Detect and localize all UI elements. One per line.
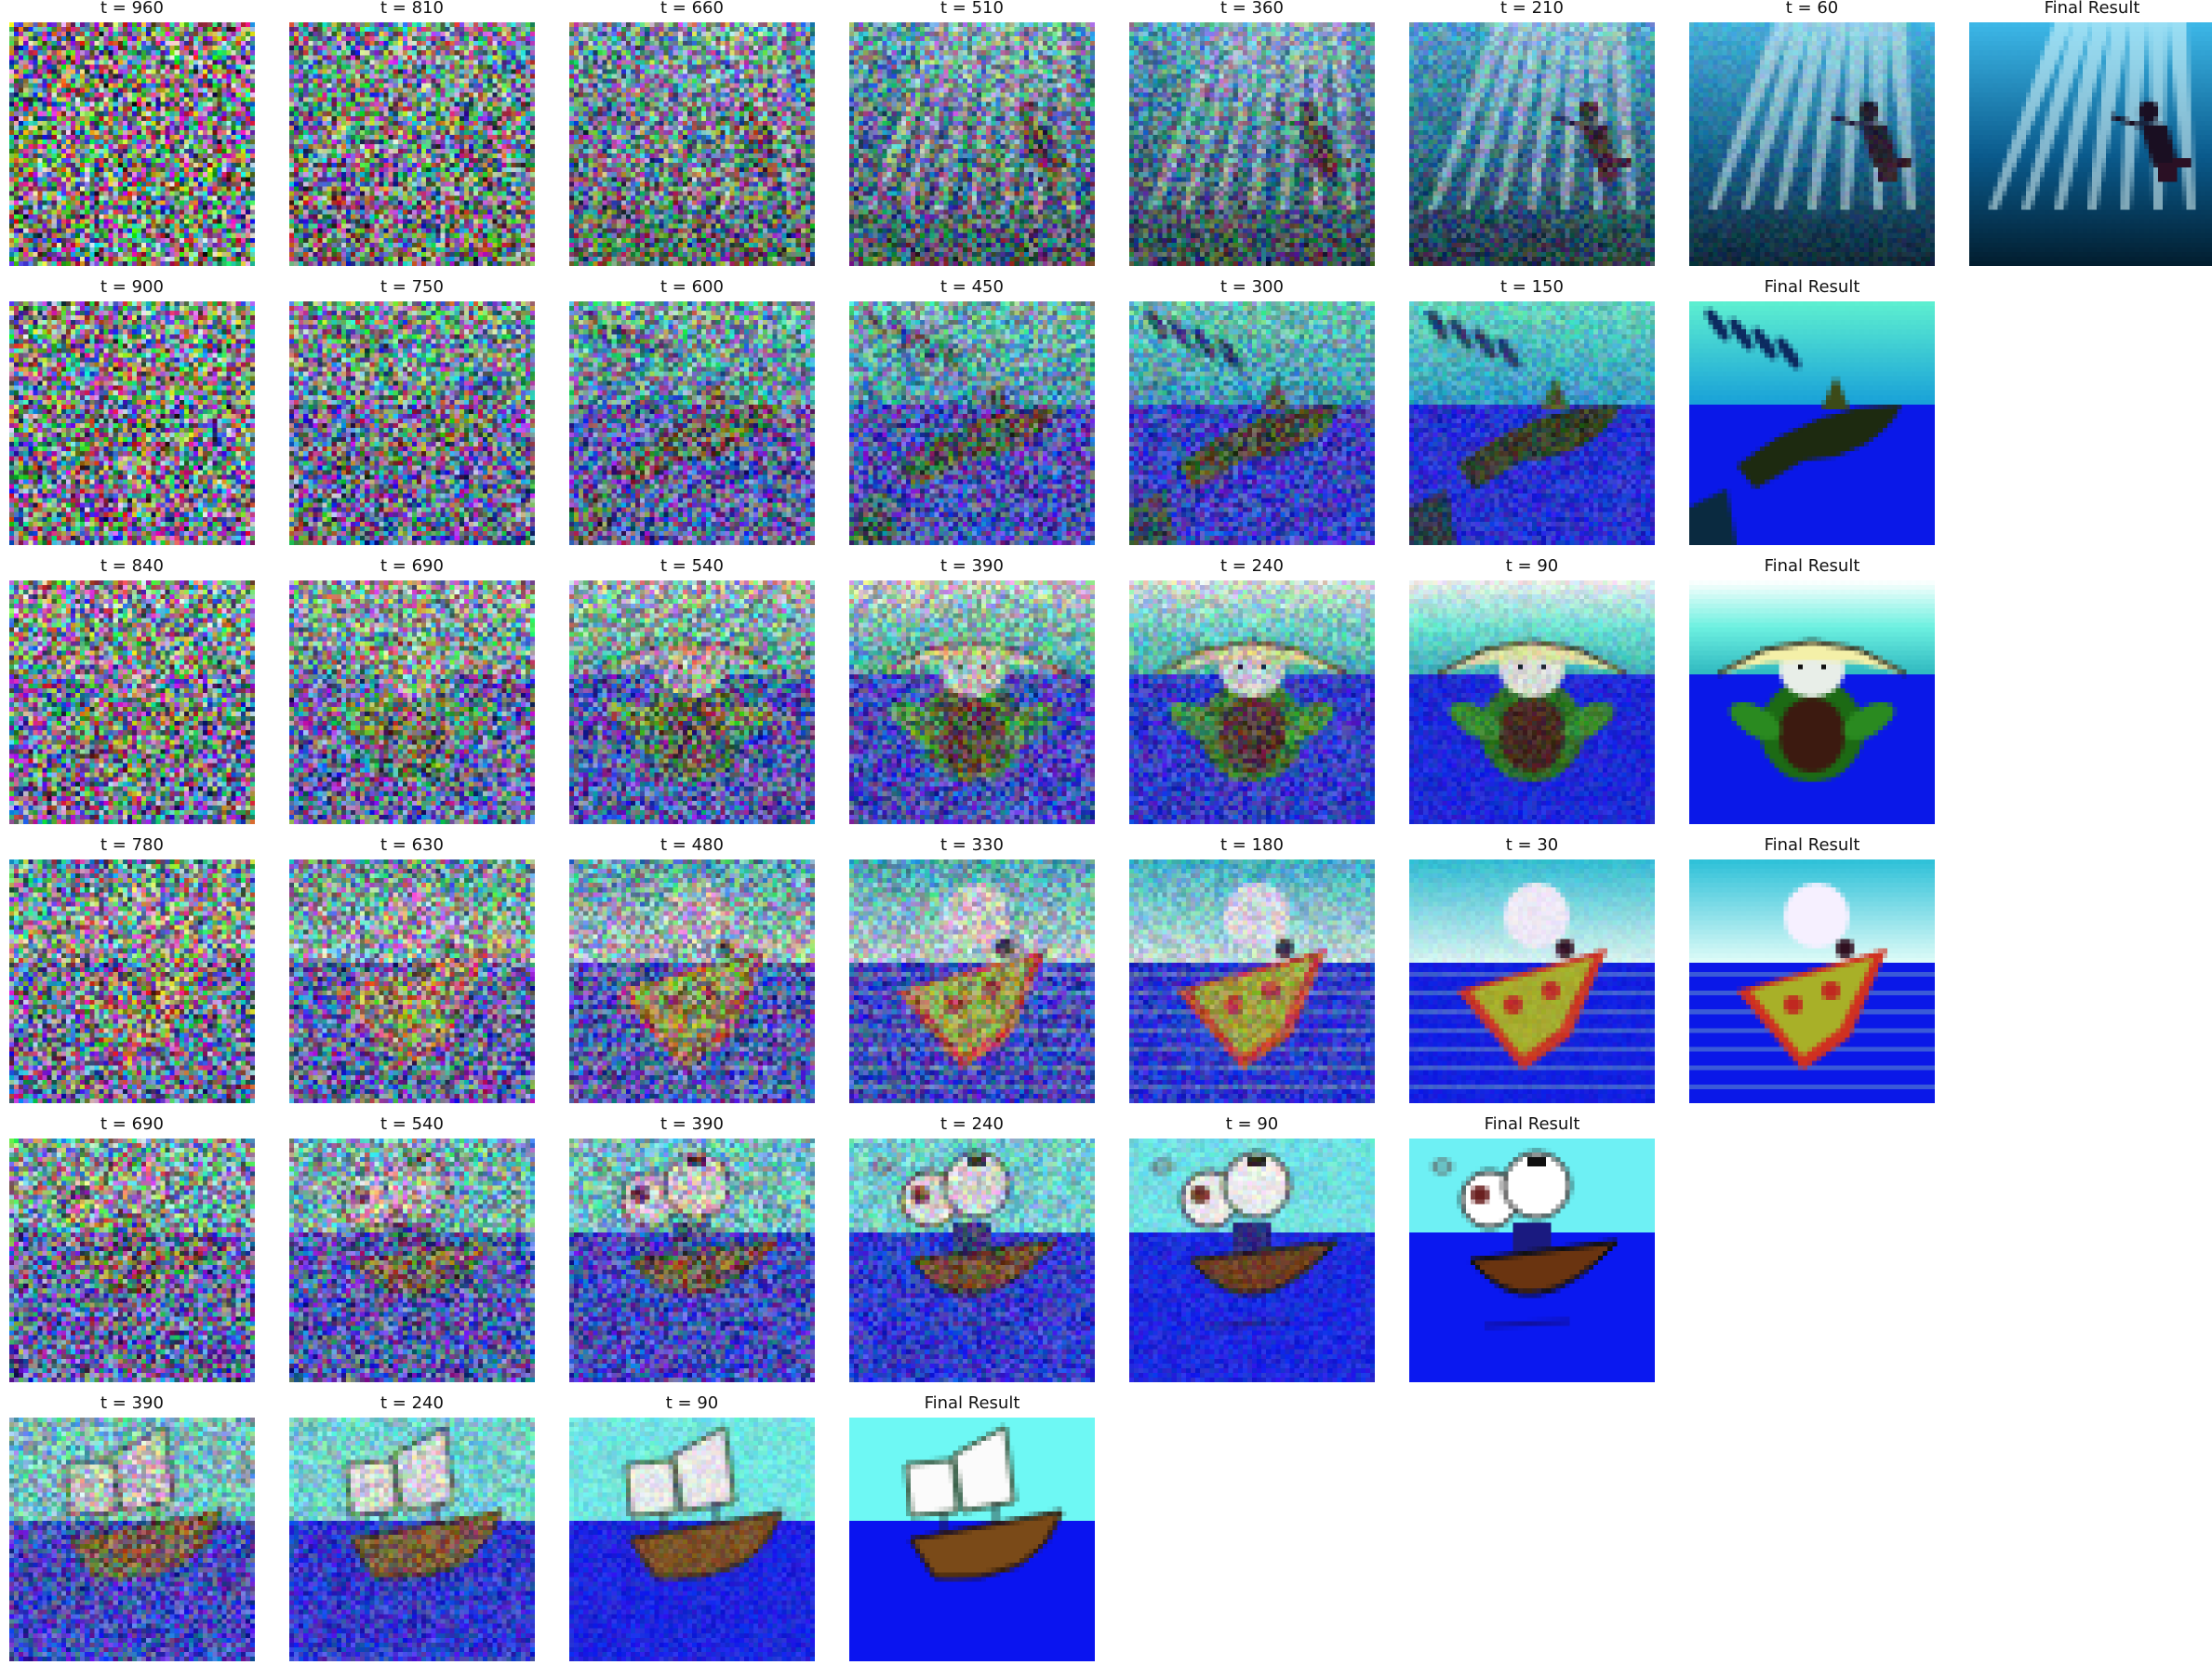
noisy-sample-image xyxy=(1129,580,1375,824)
panel-title: t = 630 xyxy=(380,835,444,855)
noisy-sample-image xyxy=(1129,859,1375,1103)
noisy-sample-image xyxy=(849,859,1095,1103)
panel-title: t = 90 xyxy=(1505,556,1559,576)
noisy-sample-image xyxy=(1409,580,1655,824)
panel-title: t = 540 xyxy=(380,1114,444,1134)
noisy-sample-image xyxy=(289,301,535,545)
panel-title: t = 390 xyxy=(940,556,1004,576)
panel-title: t = 780 xyxy=(100,835,164,855)
final-result-image xyxy=(1689,859,1935,1103)
noisy-sample-image xyxy=(569,22,815,266)
noisy-sample-image xyxy=(289,1418,535,1661)
panel-title: t = 480 xyxy=(660,835,724,855)
noisy-sample-image xyxy=(9,859,255,1103)
panel-title: t = 360 xyxy=(1220,0,1284,18)
panel-title: t = 60 xyxy=(1785,0,1839,18)
noisy-sample-image xyxy=(849,301,1095,545)
noisy-sample-image xyxy=(289,1139,535,1382)
panel-title: t = 750 xyxy=(380,277,444,297)
panel-title: t = 90 xyxy=(665,1393,719,1413)
panel-title: t = 390 xyxy=(660,1114,724,1134)
panel-title: t = 30 xyxy=(1505,835,1559,855)
noisy-sample-image xyxy=(849,580,1095,824)
panel-title: t = 540 xyxy=(660,556,724,576)
panel-title: Final Result xyxy=(924,1393,1020,1413)
noisy-sample-image xyxy=(569,1139,815,1382)
noisy-sample-image xyxy=(1129,301,1375,545)
noisy-sample-image xyxy=(1129,1139,1375,1382)
panel-title: Final Result xyxy=(1764,556,1860,576)
panel-title: t = 810 xyxy=(380,0,444,18)
noisy-sample-image xyxy=(849,22,1095,266)
panel-title: t = 240 xyxy=(940,1114,1004,1134)
final-result-image xyxy=(849,1418,1095,1661)
noisy-sample-image xyxy=(1129,22,1375,266)
panel-title: t = 240 xyxy=(1220,556,1284,576)
panel-title: t = 450 xyxy=(940,277,1004,297)
panel-title: t = 690 xyxy=(100,1114,164,1134)
final-result-image xyxy=(1689,580,1935,824)
panel-title: t = 900 xyxy=(100,277,164,297)
panel-title: t = 180 xyxy=(1220,835,1284,855)
panel-title: t = 150 xyxy=(1500,277,1564,297)
panel-title: t = 660 xyxy=(660,0,724,18)
noisy-sample-image xyxy=(569,301,815,545)
panel-title: t = 840 xyxy=(100,556,164,576)
noisy-sample-image xyxy=(1409,301,1655,545)
panel-title: t = 960 xyxy=(100,0,164,18)
panel-title: Final Result xyxy=(1764,835,1860,855)
panel-title: Final Result xyxy=(1484,1114,1580,1134)
noisy-sample-image xyxy=(9,301,255,545)
noisy-sample-image xyxy=(569,580,815,824)
panel-title: t = 600 xyxy=(660,277,724,297)
panel-title: Final Result xyxy=(1764,277,1860,297)
panel-title: Final Result xyxy=(2044,0,2140,18)
noisy-sample-image xyxy=(9,580,255,824)
noisy-sample-image xyxy=(9,1139,255,1382)
final-result-image xyxy=(1409,1139,1655,1382)
panel-title: t = 90 xyxy=(1225,1114,1279,1134)
panel-title: t = 330 xyxy=(940,835,1004,855)
panel-title: t = 690 xyxy=(380,556,444,576)
panel-title: t = 210 xyxy=(1500,0,1564,18)
noisy-sample-image xyxy=(9,22,255,266)
panel-title: t = 300 xyxy=(1220,277,1284,297)
noisy-sample-image xyxy=(1409,859,1655,1103)
noisy-sample-image xyxy=(289,580,535,824)
noisy-sample-image xyxy=(1689,22,1935,266)
noisy-sample-image xyxy=(9,1418,255,1661)
noisy-sample-image xyxy=(569,859,815,1103)
noisy-sample-image xyxy=(569,1418,815,1661)
noisy-sample-image xyxy=(289,859,535,1103)
panel-title: t = 510 xyxy=(940,0,1004,18)
panel-title: t = 240 xyxy=(380,1393,444,1413)
noisy-sample-image xyxy=(1409,22,1655,266)
final-result-image xyxy=(1969,22,2212,266)
panel-title: t = 390 xyxy=(100,1393,164,1413)
noisy-sample-image xyxy=(289,22,535,266)
noisy-sample-image xyxy=(849,1139,1095,1382)
final-result-image xyxy=(1689,301,1935,545)
